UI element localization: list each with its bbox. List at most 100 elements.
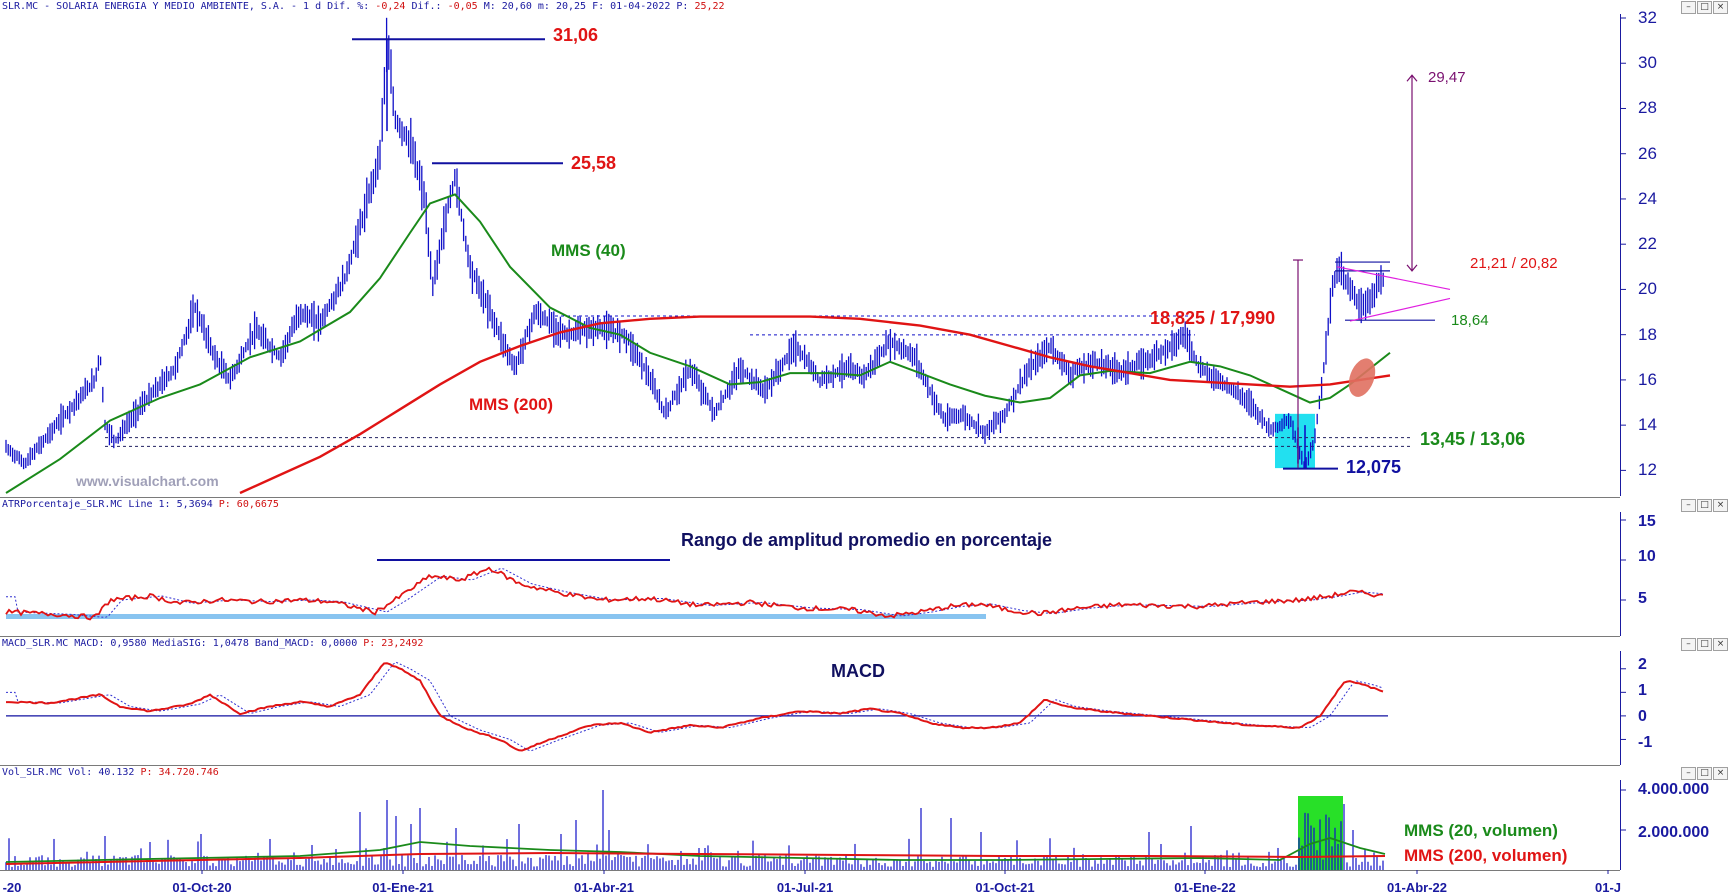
vol-window-controls: – □ × [1680, 767, 1728, 780]
macd-signal-line [6, 661, 1384, 752]
watermark: www.visualchart.com [76, 473, 219, 489]
vol-mms20-label: MMS (20, volumen) [1404, 821, 1558, 840]
price-stats: M: 20,60 m: 20,25 F: 01-04-2022 [483, 1, 671, 12]
maximize-button[interactable]: □ [1697, 638, 1712, 651]
vol-y-tick-2m: 2.000.000 [1638, 824, 1710, 841]
panel-separator [0, 497, 1620, 498]
atr-window-controls: – □ × [1680, 499, 1728, 512]
macd-y-tick-minus-1: -1 [1638, 734, 1653, 751]
price-y-tick-label: 32 [1638, 8, 1657, 27]
dif-value: -0,05 [447, 1, 478, 12]
x-tick-label: 01-Ene-22 [1174, 880, 1236, 895]
volume-mms20-line [5, 837, 1386, 863]
panel-separator [0, 870, 1620, 871]
vol-mms200-label: MMS (200, volumen) [1404, 846, 1568, 865]
pennant-lower [1349, 297, 1451, 322]
x-tick-label: 01-Jul-21 [776, 880, 834, 895]
price-y-tick-label: 26 [1638, 143, 1657, 163]
price-panel-header: SLR.MC - SOLARIA ENERGIA Y MEDIO AMBIENT… [0, 0, 1705, 14]
atr-line [5, 566, 1384, 621]
triangle-top-label: 21,21 / 20,82 [1470, 255, 1558, 272]
symbol-info: SLR.MC - SOLARIA ENERGIA Y MEDIO AMBIENT… [2, 1, 370, 12]
target-arrow-head [1406, 74, 1418, 82]
panel-separator [0, 765, 1620, 766]
p-label: P: [676, 1, 689, 12]
golden-cross-marker [1348, 358, 1376, 397]
close-button[interactable]: × [1713, 499, 1728, 512]
close-button[interactable]: × [1713, 638, 1728, 651]
x-tick-label: -20 [2, 880, 22, 895]
vol-y-tick-4m: 4.000.000 [1638, 781, 1710, 798]
second-high-label: 25,58 [571, 153, 617, 173]
macd-y-tick-0: 0 [1638, 708, 1647, 725]
price-y-tick-label: 18 [1638, 324, 1657, 344]
pennant-upper [1336, 266, 1451, 291]
x-tick-label: 01-Oct-21 [975, 880, 1035, 895]
minimize-button[interactable]: – [1681, 638, 1696, 651]
price-y-tick-label: 28 [1638, 98, 1657, 118]
macd-p: P: 23,2492 [363, 638, 424, 649]
triangle-bottom-label: 18,64 [1451, 312, 1489, 329]
atr-info: ATRPorcentaje_SLR.MC Line 1: 5,3694 [2, 499, 213, 510]
macd-window-controls: – □ × [1680, 638, 1728, 651]
maximize-button[interactable]: □ [1697, 1, 1712, 14]
target-label: 29,47 [1428, 69, 1466, 86]
maximize-button[interactable]: □ [1697, 767, 1712, 780]
minimize-button[interactable]: – [1681, 767, 1696, 780]
price-y-tick-label: 20 [1638, 279, 1657, 299]
close-button[interactable]: × [1713, 767, 1728, 780]
macd-y-tick-1: 1 [1638, 682, 1647, 699]
vol-y-axis [1620, 780, 1621, 870]
target-arrow-tail [1406, 264, 1418, 272]
p-value: 25,22 [694, 1, 725, 12]
high-label: 31,06 [553, 25, 599, 45]
minimize-button[interactable]: – [1681, 1, 1696, 14]
mms40-line [5, 193, 1391, 494]
atr-title: Rango de amplitud promedio en porcentaje [681, 530, 1053, 550]
maximize-button[interactable]: □ [1697, 499, 1712, 512]
dif-label: Dif.: [411, 1, 442, 12]
mms200-label: MMS (200) [469, 395, 554, 414]
macd-panel-header: MACD_SLR.MC MACD: 0,9580 MediaSIG: 1,047… [0, 637, 1705, 651]
price-y-tick-label: 22 [1638, 234, 1657, 254]
macd-title: MACD [831, 661, 885, 681]
x-tick-label: 01-Abr-22 [1387, 880, 1447, 895]
panel-separator [0, 636, 1620, 637]
atr-y-tick-15: 15 [1638, 513, 1656, 530]
x-tick-label: 01-J [1594, 880, 1622, 895]
price-y-tick-label: 30 [1638, 53, 1657, 73]
x-tick-label: 01-Ene-21 [372, 880, 434, 895]
macd-y-tick-2: 2 [1638, 656, 1647, 673]
price-y-tick-label: 24 [1638, 188, 1657, 208]
vol-info: Vol_SLR.MC Vol: 40.132 [2, 767, 135, 778]
close-button[interactable]: × [1713, 1, 1728, 14]
price-y-axis [1620, 14, 1621, 496]
vol-p: P: 34.720.746 [140, 767, 219, 778]
atr-panel-header: ATRPorcentaje_SLR.MC Line 1: 5,3694 P: 6… [0, 498, 1705, 512]
macd-line [5, 662, 1384, 752]
resistance-label: 18,825 / 17,990 [1150, 308, 1276, 328]
price-window-controls: – □ × [1680, 1, 1728, 14]
price-y-tick-label: 12 [1638, 460, 1657, 480]
macd-y-axis [1620, 651, 1621, 765]
price-y-tick-label: 14 [1638, 415, 1657, 435]
minimize-button[interactable]: – [1681, 499, 1696, 512]
atr-y-tick-10: 10 [1638, 548, 1656, 565]
atr-y-axis [1620, 512, 1621, 636]
x-tick-label: 01-Abr-21 [574, 880, 634, 895]
dif-pct-value: -0,24 [375, 1, 406, 12]
low-label: 12,075 [1346, 457, 1402, 477]
mms40-label: MMS (40) [551, 241, 626, 260]
support-label: 13,45 / 13,06 [1420, 429, 1526, 449]
atr-signal-line [6, 567, 1384, 618]
atr-band [6, 614, 986, 619]
volume-mms200-line [5, 851, 1386, 865]
vol-panel-header: Vol_SLR.MC Vol: 40.132 P: 34.720.746 [0, 766, 1705, 780]
price-y-tick-label: 16 [1638, 369, 1657, 389]
mms200-line [239, 315, 1391, 495]
atr-y-tick-5: 5 [1638, 590, 1647, 607]
x-tick-label: 01-Oct-20 [172, 880, 232, 895]
macd-info: MACD_SLR.MC MACD: 0,9580 MediaSIG: 1,047… [2, 638, 358, 649]
atr-p: P: 60,6675 [218, 499, 279, 510]
